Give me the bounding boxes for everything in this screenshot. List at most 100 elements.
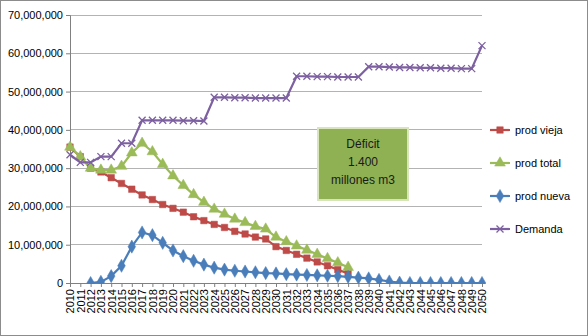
annotation: Déficit1.400millones m3 (318, 128, 408, 200)
data-point (324, 263, 330, 269)
legend-label: prod vieja (515, 124, 564, 136)
data-point (313, 269, 321, 282)
data-point (106, 164, 117, 173)
data-point (67, 151, 74, 158)
x-tick-mark (132, 283, 133, 287)
series-line (70, 143, 348, 267)
data-point (273, 95, 280, 102)
data-point (303, 268, 311, 281)
data-point (272, 267, 280, 280)
data-point (77, 159, 84, 166)
data-point (129, 186, 135, 192)
y-tick-label: 70,000,000 (8, 9, 63, 21)
y-tick: 30,000,000 (8, 162, 70, 174)
data-point (200, 258, 208, 271)
data-point (386, 64, 393, 71)
data-point (396, 276, 404, 284)
data-point (478, 276, 486, 284)
x-tick-mark (245, 283, 246, 287)
data-point (188, 188, 199, 197)
y-tick-label: 60,000,000 (8, 47, 63, 59)
x-tick-mark (255, 283, 256, 287)
y-tick-label: 40,000,000 (8, 124, 63, 136)
data-point (260, 223, 271, 232)
data-point (334, 74, 341, 81)
y-tick-label: 0 (57, 277, 63, 289)
data-point (126, 147, 137, 156)
data-point (221, 263, 229, 276)
y-tick: 40,000,000 (8, 124, 70, 136)
data-point (293, 251, 299, 257)
data-point (159, 236, 167, 249)
data-point (303, 73, 310, 80)
data-point (437, 65, 444, 72)
legend: prod vieja prod total prod nueva Demanda (490, 124, 571, 235)
legend-label: Demanda (515, 223, 564, 235)
grid-line (70, 91, 482, 92)
data-point (209, 203, 220, 212)
data-point (201, 217, 207, 223)
data-point (97, 275, 105, 284)
x-tick-mark (70, 283, 71, 287)
x-tick-mark (276, 283, 277, 287)
y-tick-label: 50,000,000 (8, 86, 63, 98)
series-markers (67, 144, 352, 277)
data-point (87, 159, 94, 166)
data-point (159, 117, 166, 124)
data-point (149, 229, 157, 242)
data-point (210, 261, 218, 274)
y-tick-label: 20,000,000 (8, 200, 63, 212)
data-point (283, 268, 291, 281)
y-tick: 0 (57, 277, 70, 289)
data-point (180, 250, 188, 263)
y-tick-mark (66, 92, 70, 93)
series-markers (87, 226, 486, 284)
y-tick: 50,000,000 (8, 86, 70, 98)
legend-label: prod total (515, 157, 561, 169)
data-point (190, 117, 197, 124)
data-point (149, 196, 155, 202)
data-point (232, 228, 238, 234)
data-point (406, 64, 413, 71)
y-tick: 70,000,000 (8, 9, 70, 21)
data-point (118, 259, 126, 272)
data-point (118, 180, 124, 186)
data-point (157, 158, 168, 167)
data-point (324, 269, 332, 282)
grid-line (70, 53, 482, 54)
y-tick: 60,000,000 (8, 47, 70, 59)
data-point (178, 179, 189, 188)
y-axis: 010,000,00020,000,00030,000,00040,000,00… (8, 9, 71, 289)
x-axis-line (71, 284, 483, 288)
data-point (314, 73, 321, 80)
data-point (149, 117, 156, 124)
data-point (314, 259, 320, 265)
data-point (211, 94, 218, 101)
data-point (252, 234, 258, 240)
annotation-box (318, 128, 408, 200)
y-tick-mark (66, 53, 70, 54)
data-point (458, 65, 465, 72)
x-tick-mark (266, 283, 267, 287)
x-tick-mark (122, 283, 123, 287)
chart-svg: 010,000,00020,000,00030,000,00040,000,00… (0, 0, 588, 336)
annotation-text: 1.400 (348, 155, 378, 169)
data-point (417, 64, 424, 71)
data-point (170, 117, 177, 124)
x-tick-mark (183, 283, 184, 287)
grid (70, 15, 482, 283)
data-point (345, 74, 352, 81)
data-point (334, 270, 342, 283)
data-point (128, 140, 135, 147)
legend-item: prod nueva (490, 189, 571, 202)
data-point (108, 153, 115, 160)
data-point (283, 247, 289, 253)
series-line (91, 232, 482, 283)
data-point (375, 273, 383, 284)
data-point (365, 63, 372, 70)
data-point (116, 160, 127, 169)
data-point (396, 64, 403, 71)
data-point (322, 252, 333, 261)
data-point (231, 94, 238, 101)
data-point (240, 216, 251, 225)
